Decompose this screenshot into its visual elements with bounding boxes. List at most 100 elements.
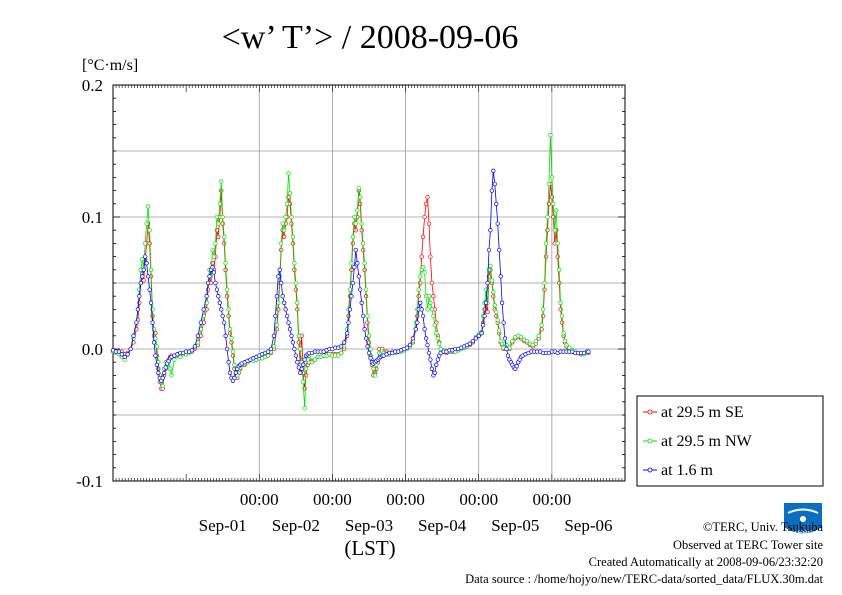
data-point — [371, 366, 376, 371]
data-point — [299, 366, 304, 371]
data-point — [420, 313, 426, 319]
data-point — [309, 360, 315, 365]
data-point — [163, 365, 168, 370]
data-point — [128, 346, 133, 352]
logo-wave-shape — [787, 508, 819, 514]
data-point — [276, 274, 281, 279]
data-point — [494, 201, 499, 206]
data-point — [271, 333, 277, 338]
plot-frame — [112, 84, 626, 482]
data-point — [524, 338, 530, 344]
data-point — [437, 341, 442, 346]
data-point — [416, 287, 421, 292]
data-point — [366, 333, 372, 338]
data-point — [419, 307, 424, 312]
data-point — [216, 221, 221, 226]
data-point — [140, 257, 145, 262]
data-point — [295, 360, 300, 365]
data-point — [425, 195, 430, 200]
data-point — [435, 357, 440, 362]
data-point — [222, 234, 227, 239]
data-point — [150, 320, 155, 325]
legend-label: at 29.5 m NW — [661, 433, 753, 450]
data-point — [292, 261, 297, 266]
legend-label: at 29.5 m SE — [661, 404, 744, 421]
data-point — [347, 307, 353, 312]
data-point — [284, 201, 290, 206]
data-point — [216, 234, 221, 239]
footer-observed: Observed at TERC Tower site — [673, 538, 823, 552]
data-point — [486, 247, 492, 253]
data-point — [282, 234, 287, 239]
y-tick-label: 0.1 — [82, 208, 103, 227]
data-point — [492, 303, 497, 308]
logo-drop-shape — [800, 516, 806, 522]
data-point — [167, 366, 173, 371]
series-line — [112, 183, 589, 389]
data-point — [265, 353, 271, 358]
data-point — [368, 356, 373, 361]
data-point — [289, 214, 294, 220]
data-point — [352, 265, 357, 270]
data-point — [558, 300, 563, 305]
data-point — [201, 307, 206, 312]
data-point — [219, 179, 224, 184]
y-tick-label: 0.2 — [82, 76, 103, 95]
data-point — [140, 274, 145, 279]
data-point — [287, 191, 293, 196]
data-point — [217, 201, 222, 206]
data-point — [559, 320, 565, 325]
data-point — [211, 270, 217, 275]
data-point — [428, 300, 433, 305]
data-point — [352, 214, 357, 220]
data-point — [282, 228, 287, 233]
data-point — [470, 338, 476, 344]
data-point — [423, 336, 429, 341]
data-point — [426, 350, 432, 356]
data-point — [504, 346, 509, 352]
data-point — [536, 333, 541, 338]
data-point — [495, 221, 500, 226]
data-point — [119, 352, 124, 357]
data-point — [482, 313, 487, 319]
data-point — [543, 254, 549, 259]
data-point — [141, 278, 146, 283]
data-point — [491, 290, 496, 295]
data-point — [422, 327, 427, 332]
data-point — [419, 254, 424, 259]
data-point — [226, 307, 231, 312]
data-point — [363, 336, 369, 341]
series-2 — [110, 133, 591, 411]
chart-title: <w’ T’> / 2008-09-06 — [222, 19, 519, 56]
data-point — [223, 261, 228, 266]
x-tick-time-label: 00:00 — [240, 490, 279, 509]
data-point — [227, 327, 233, 332]
data-point — [404, 345, 410, 350]
data-point — [510, 338, 515, 344]
data-point — [144, 261, 149, 266]
data-point — [214, 214, 220, 220]
data-point — [347, 287, 353, 292]
data-point — [561, 331, 566, 336]
data-point — [540, 307, 546, 312]
data-point — [276, 300, 281, 305]
data-point — [279, 241, 284, 246]
data-point — [365, 313, 370, 319]
data-point — [489, 278, 495, 283]
data-point — [407, 342, 413, 348]
data-point — [131, 333, 136, 338]
data-point — [346, 320, 351, 325]
data-point — [360, 241, 366, 246]
data-point — [551, 201, 556, 206]
data-point — [116, 349, 122, 354]
data-point — [289, 333, 294, 338]
data-point — [353, 247, 358, 253]
legend-item: at 29.5 m NW — [643, 433, 753, 450]
data-point — [586, 349, 591, 354]
data-point — [341, 340, 347, 345]
data-point — [232, 375, 237, 381]
y-tick-label: -0.1 — [76, 472, 103, 491]
data-point — [413, 327, 418, 332]
data-point — [410, 336, 416, 341]
data-point — [293, 353, 299, 358]
